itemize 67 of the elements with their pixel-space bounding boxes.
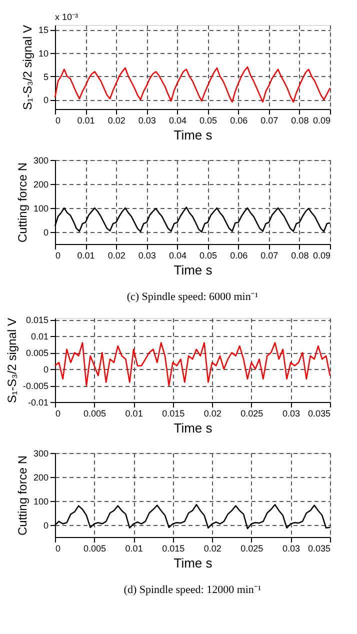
x-tick-label: 0.03 <box>138 116 156 126</box>
x-tick-label: 0.005 <box>84 408 106 418</box>
y-tick-label: 0.005 <box>26 348 48 358</box>
text: x 10⁻³ <box>55 12 78 22</box>
y-axis-title: S₁-S₃/2 signal V <box>4 318 19 403</box>
y-tick-label: 300 <box>33 448 48 458</box>
x-tick-label: 0.02 <box>108 250 126 260</box>
x-tick-label: 0.03 <box>282 544 300 554</box>
x-tick-label: 0.03 <box>282 408 300 418</box>
y-tick-label: 0.015 <box>26 315 48 326</box>
x-tick-label: 0 <box>56 250 61 260</box>
x-tick-label: 0.01 <box>77 250 95 260</box>
x-tick-label: 0.06 <box>230 250 248 260</box>
x-tick-label: 0.01 <box>125 408 143 418</box>
x-tick-label: 0.06 <box>230 116 248 126</box>
y-tick-label: -0.01 <box>28 398 48 408</box>
y-tick-label: 300 <box>33 156 48 166</box>
x-tick-label: 0.035 <box>308 544 330 554</box>
y-tick-label: 15 <box>38 25 48 36</box>
y-tick-label: 100 <box>33 204 48 214</box>
x-axis-title: Time s <box>174 128 213 142</box>
y-tick-label: 0.01 <box>30 332 48 342</box>
x-tick-label: 0.01 <box>77 116 95 126</box>
x-tick-label: 0.03 <box>138 250 156 260</box>
x-tick-label: 0.02 <box>204 408 222 418</box>
x-tick-label: 0.07 <box>260 116 278 126</box>
x-tick-label: 0.04 <box>168 250 186 260</box>
x-axis-title: Time s <box>174 556 213 570</box>
y-tick-label: 10 <box>38 48 48 58</box>
x-tick-label: 0.09 <box>312 250 330 260</box>
y-tick-label: -0.005 <box>22 381 48 392</box>
y-tick-label: 0 <box>43 364 48 375</box>
x-tick-label: 0 <box>56 544 61 554</box>
x-tick-label: 0.015 <box>162 408 185 418</box>
y-tick-label: 100 <box>33 496 48 506</box>
x-tick-label: 0.05 <box>200 116 218 126</box>
x-tick-label: 0.09 <box>312 116 330 126</box>
x-tick-label: 0.005 <box>84 544 106 554</box>
y-tick-label: 0 <box>43 520 48 530</box>
x-tick-label: 0.08 <box>291 250 309 260</box>
line-series <box>54 342 331 386</box>
x-tick-label: 0.08 <box>291 116 309 126</box>
x-tick-label: 0.07 <box>260 250 278 260</box>
y-tick-label: 0 <box>43 228 48 238</box>
x-axis-title: Time s <box>174 262 213 278</box>
text: (d) Spindle speed: 12000 min⁻¹ <box>124 584 262 596</box>
x-tick-label: 0 <box>56 116 61 126</box>
line-series <box>54 66 331 103</box>
x-tick-label: 0.025 <box>240 544 264 554</box>
x-tick-label: 0.01 <box>125 544 143 554</box>
y-tick-label: 200 <box>33 472 48 482</box>
y-tick-label: 200 <box>33 180 48 190</box>
x-tick-label: 0.025 <box>240 408 264 418</box>
text: (c) Spindle speed: 6000 min⁻¹ <box>126 291 258 303</box>
x-tick-label: 0.04 <box>168 116 186 126</box>
x-tick-label: 0.02 <box>108 116 126 126</box>
y-tick-label: 5 <box>43 72 48 82</box>
y-axis-title: Cutting force N <box>15 162 30 243</box>
x-tick-label: 0.035 <box>308 408 330 418</box>
x-tick-label: 0.015 <box>162 544 185 554</box>
x-axis-title: Time s <box>174 420 213 436</box>
x-tick-label: 0.05 <box>200 250 218 260</box>
y-tick-label: 0 <box>43 95 48 106</box>
y-axis-title: S₁-S₃/2 signal V <box>20 25 34 110</box>
x-tick-label: 0.02 <box>204 544 222 554</box>
x-tick-label: 0 <box>56 408 61 418</box>
y-axis-title: Cutting force N <box>15 455 30 536</box>
